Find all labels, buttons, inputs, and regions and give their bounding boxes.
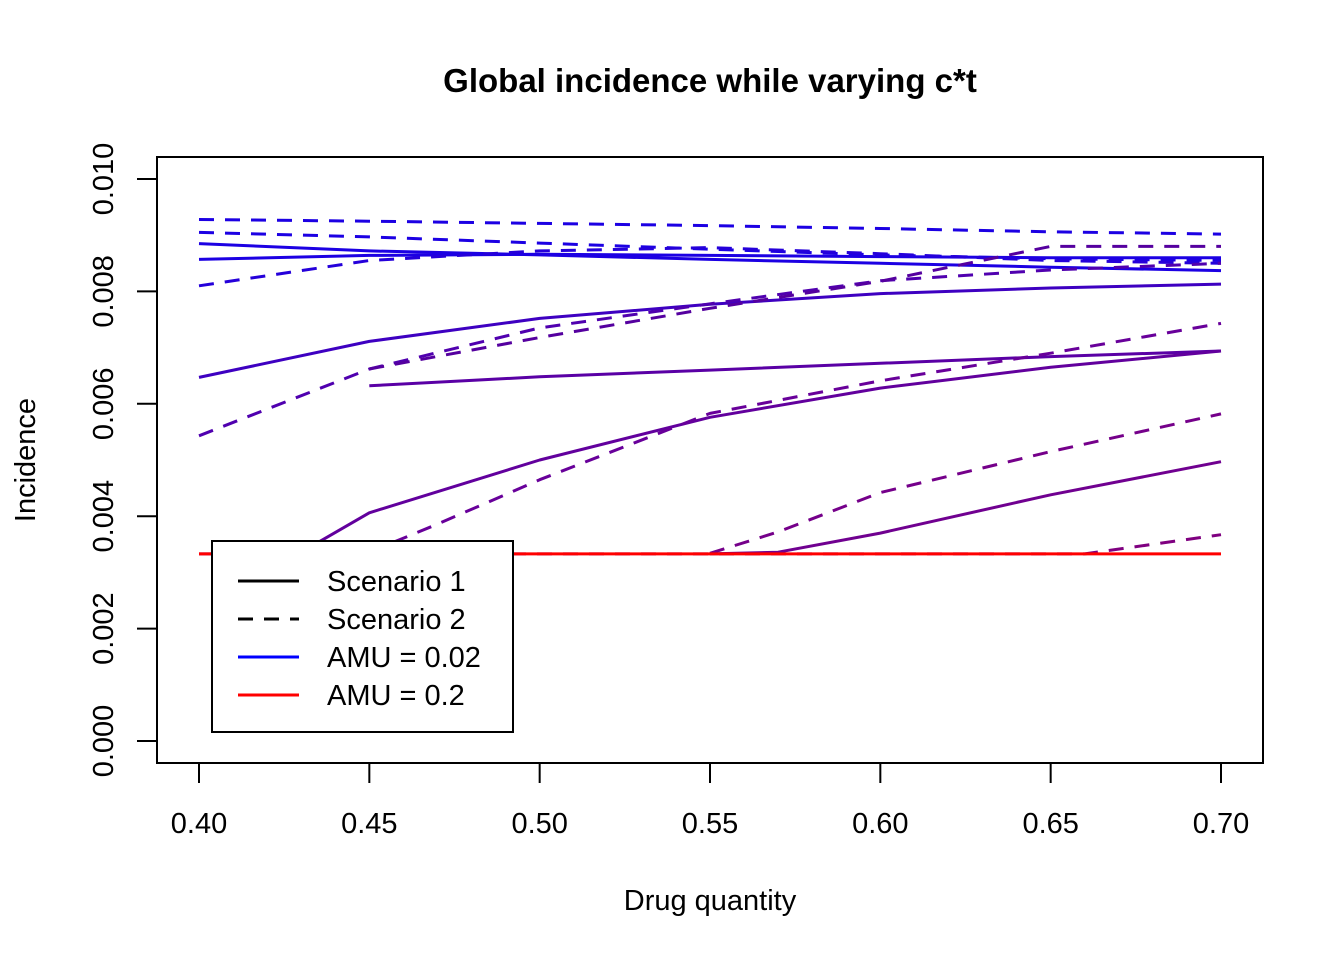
y-axis-label: Incidence [10, 398, 42, 522]
series-line-5 [198, 282, 1222, 379]
x-tick-label-0: 0.40 [171, 808, 227, 840]
series-line-10 [368, 321, 1222, 554]
x-tick-label-4: 0.60 [852, 808, 908, 840]
x-tick-label-3: 0.55 [682, 808, 738, 840]
legend: Scenario 1 Scenario 2 AMU = 0.02 AMU = 0.2 [211, 540, 514, 733]
y-tick-label-2: 0.004 [88, 480, 120, 553]
series-line-1 [198, 252, 1221, 261]
x-tick-label-1: 0.45 [341, 808, 397, 840]
legend-label-2: AMU = 0.02 [327, 642, 481, 674]
series-line-11 [709, 460, 1222, 556]
series-line-8 [369, 349, 1222, 388]
y-tick-label-5: 0.010 [88, 143, 120, 216]
legend-box [211, 540, 514, 733]
x-tick-label-5: 0.65 [1022, 808, 1078, 840]
x-tick-label-6: 0.70 [1193, 808, 1249, 840]
series-line-3 [198, 230, 1222, 262]
series-line-2 [198, 218, 1222, 236]
y-tick-label-4: 0.008 [88, 255, 120, 328]
legend-label-3: AMU = 0.2 [327, 680, 465, 712]
series-line-0 [198, 242, 1222, 273]
y-tick-label-1: 0.002 [88, 592, 120, 665]
series-line-9 [300, 349, 1222, 554]
x-axis: 0.40 0.45 0.50 0.55 0.60 0.65 0.70 [171, 762, 1249, 840]
x-tick-label-2: 0.50 [511, 808, 567, 840]
legend-label-0: Scenario 1 [327, 566, 466, 598]
legend-label-1: Scenario 2 [327, 604, 466, 636]
series-line-12 [709, 412, 1222, 555]
y-tick-label-3: 0.006 [88, 368, 120, 441]
chart-title: Global incidence while varying c*t [443, 62, 977, 99]
x-axis-label: Drug quantity [624, 885, 797, 917]
y-tick-label-0: 0.000 [88, 705, 120, 778]
series-line-7 [369, 244, 1221, 371]
y-axis: 0.000 0.002 0.004 0.006 0.008 0.010 [88, 143, 158, 778]
series-layer [198, 218, 1222, 556]
